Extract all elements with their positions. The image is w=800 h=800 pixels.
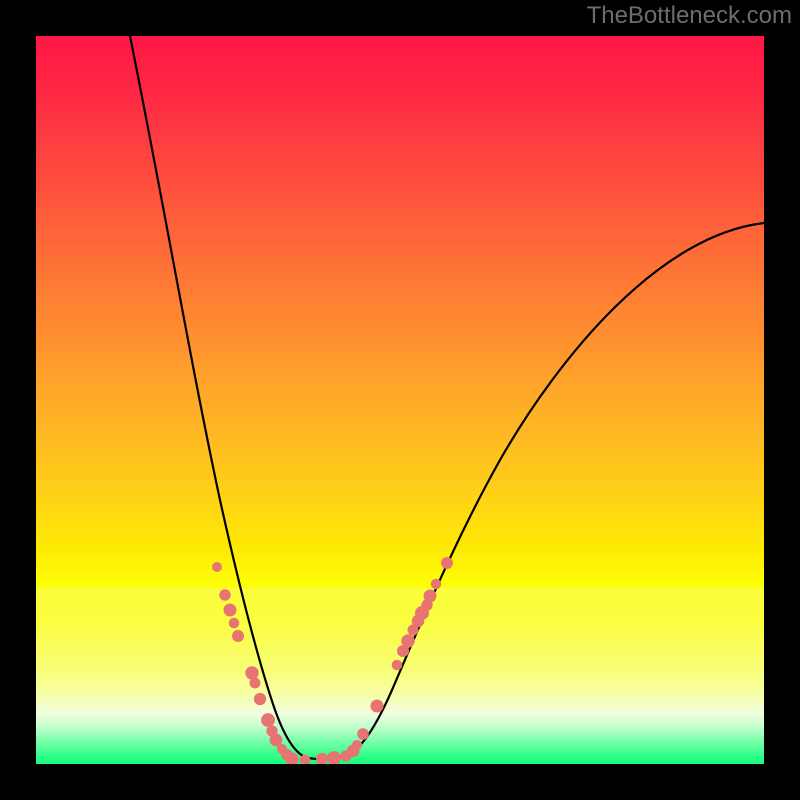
marker-dot <box>285 752 298 765</box>
marker-dot <box>327 751 341 765</box>
marker-dot <box>357 728 369 740</box>
marker-dot <box>370 699 383 712</box>
marker-dot <box>212 562 222 572</box>
marker-dot <box>352 740 362 750</box>
marker-dot <box>245 666 258 679</box>
watermark-text: TheBottleneck.com <box>587 2 792 30</box>
marker-dot <box>392 660 403 671</box>
marker-dot <box>316 753 328 765</box>
marker-dot <box>224 604 237 617</box>
marker-dot <box>431 579 441 589</box>
marker-dot <box>229 618 239 628</box>
bottleneck-chart <box>0 0 800 800</box>
marker-dot <box>254 693 266 705</box>
marker-dot <box>232 630 244 642</box>
marker-dot <box>401 634 415 648</box>
marker-dot <box>219 589 230 600</box>
marker-dot <box>250 678 261 689</box>
marker-dot <box>424 590 437 603</box>
marker-dot <box>261 713 275 727</box>
marker-dot <box>300 755 311 766</box>
marker-dot <box>441 557 453 569</box>
